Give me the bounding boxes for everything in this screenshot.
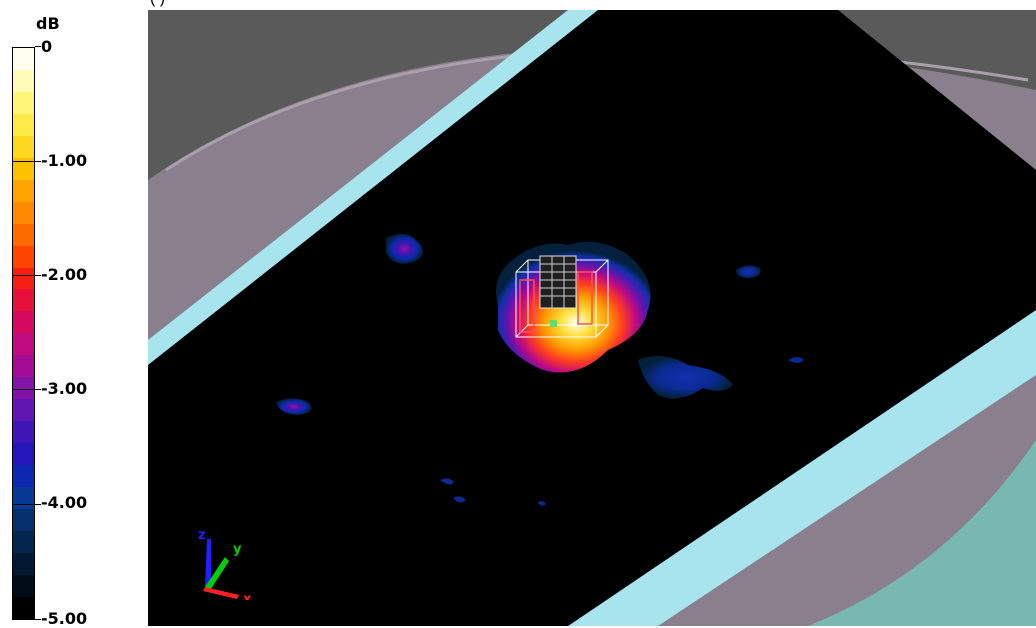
colorbar-divider	[13, 504, 35, 505]
phantom-liquid	[808, 440, 1036, 626]
legend-unit-label: dB	[36, 14, 60, 33]
sar-blob	[440, 478, 454, 485]
measurement-plane-lower	[148, 490, 568, 626]
colorbar-segment	[13, 421, 34, 444]
colorbar-segment	[13, 596, 34, 619]
colorbar-segment	[13, 530, 34, 553]
colorbar-segment	[13, 552, 34, 575]
colorbar-segment	[13, 179, 34, 202]
colorbar-divider	[13, 275, 35, 276]
y-axis-label: y	[233, 542, 242, 557]
x-axis-arrow	[203, 587, 239, 599]
z-axis-arrow	[205, 539, 211, 587]
colorbar-segment	[13, 135, 34, 158]
z-axis-label: z	[198, 528, 206, 543]
sar-blob	[736, 265, 761, 278]
colorbar-segment	[13, 267, 34, 290]
scene-canvas	[148, 10, 1036, 626]
colorbar-segment	[13, 509, 34, 531]
colorbar-tick-label: 0	[41, 37, 53, 56]
colorbar-segment	[13, 289, 34, 312]
colorbar-segment	[13, 311, 34, 334]
colorbar-tick-label: -3.00	[41, 379, 88, 398]
sar-blob	[538, 501, 546, 506]
colorbar-segment	[13, 69, 34, 92]
sar-blob	[386, 233, 423, 264]
colorbar-segment	[13, 465, 34, 488]
colorbar-segment	[13, 245, 34, 268]
y-axis-arrow	[205, 557, 229, 589]
colorbar-segment	[13, 487, 34, 510]
colorbar-segment	[13, 377, 34, 400]
colorbar-segment	[13, 201, 34, 224]
colorbar-segment	[13, 157, 34, 180]
sar-blob	[276, 398, 312, 415]
axis-triad: z y x	[193, 525, 268, 607]
colorbar-tick-mark	[35, 275, 41, 276]
x-axis-label: x	[243, 592, 252, 600]
colorbar-tick-mark	[35, 619, 41, 620]
colorbar-segment	[13, 48, 34, 70]
colorbar-segment	[13, 333, 34, 356]
colorbar-divider	[13, 389, 35, 390]
sar-blob	[453, 496, 466, 503]
3d-viewport[interactable]: z y x	[148, 10, 1036, 626]
colorbar-tick-label: -1.00	[41, 151, 88, 170]
colorbar-segment	[13, 399, 34, 422]
caption-text: ( )	[150, 0, 165, 9]
colorbar-tick-label: -4.00	[41, 493, 88, 512]
colorbar-divider	[13, 161, 35, 162]
colorbar	[12, 47, 35, 620]
colorbar-segment	[13, 223, 34, 246]
colorbar-tick-mark	[35, 389, 41, 390]
colorbar-tick-mark	[35, 161, 41, 162]
colorbar-segment	[13, 355, 34, 378]
colorbar-tick-label: -2.00	[41, 265, 88, 284]
colorbar-segment	[13, 91, 34, 114]
colorbar-segment	[13, 443, 34, 466]
colorbar-segment	[13, 574, 34, 597]
colorbar-legend: dB 0 -1.00 -2.00 -3.00 -4.00 -5.00	[0, 0, 148, 628]
device-wireframe	[515, 255, 609, 338]
sar-blob	[638, 356, 733, 399]
colorbar-tick-label: -5.00	[41, 609, 88, 628]
colorbar-tick-mark	[35, 46, 41, 47]
sar-blob	[788, 357, 804, 363]
colorbar-segment	[13, 113, 34, 136]
colorbar-tick-mark	[35, 504, 41, 505]
